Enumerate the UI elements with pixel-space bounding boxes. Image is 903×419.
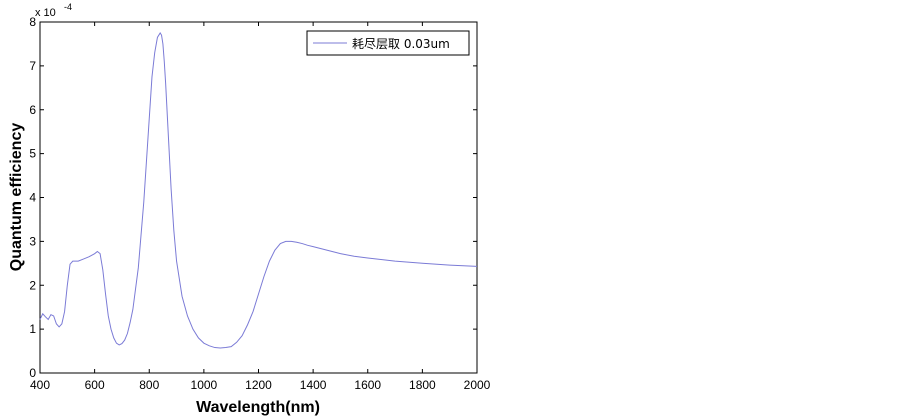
x-tick-label: 400 — [30, 378, 50, 392]
x-tick-label: 2000 — [464, 378, 491, 392]
y-tick-label: 4 — [29, 191, 36, 205]
series-line — [39, 32, 478, 349]
y-tick-label: 2 — [29, 278, 36, 292]
x-tick-label: 1400 — [300, 378, 327, 392]
x-tick-label: 1000 — [191, 378, 218, 392]
y-tick-label: 8 — [29, 15, 36, 29]
x-tick-label: 1200 — [245, 378, 272, 392]
x-tick-label: 1600 — [354, 378, 381, 392]
x-axis: 400 600 800 1000 1200 1400 1600 1800 2000 — [30, 22, 491, 392]
legend-entry: 耗尽层取 0.03um — [352, 37, 450, 51]
y-tick-label: 1 — [29, 322, 36, 336]
y-scale-exponent: x 10 -4 — [35, 2, 72, 19]
y-tick-label: 7 — [29, 59, 36, 73]
x-tick-label: 1800 — [409, 378, 436, 392]
y-tick-label: 6 — [29, 103, 36, 117]
y-tick-label: 0 — [29, 366, 36, 380]
legend: 耗尽层取 0.03um — [306, 30, 470, 56]
plot-area — [39, 21, 478, 374]
y-axis-label: Quantum efficiency — [8, 123, 25, 272]
x-tick-label: 600 — [85, 378, 105, 392]
x-tick-label: 800 — [139, 378, 159, 392]
y-tick-label: 5 — [29, 147, 36, 161]
y-axis: 0 1 2 3 4 5 6 7 8 — [29, 15, 477, 380]
y-scale-factor: x 10 — [35, 7, 56, 19]
x-axis-label: Wavelength(nm) — [196, 399, 320, 416]
y-scale-power: -4 — [64, 2, 72, 12]
y-tick-label: 3 — [29, 234, 36, 248]
